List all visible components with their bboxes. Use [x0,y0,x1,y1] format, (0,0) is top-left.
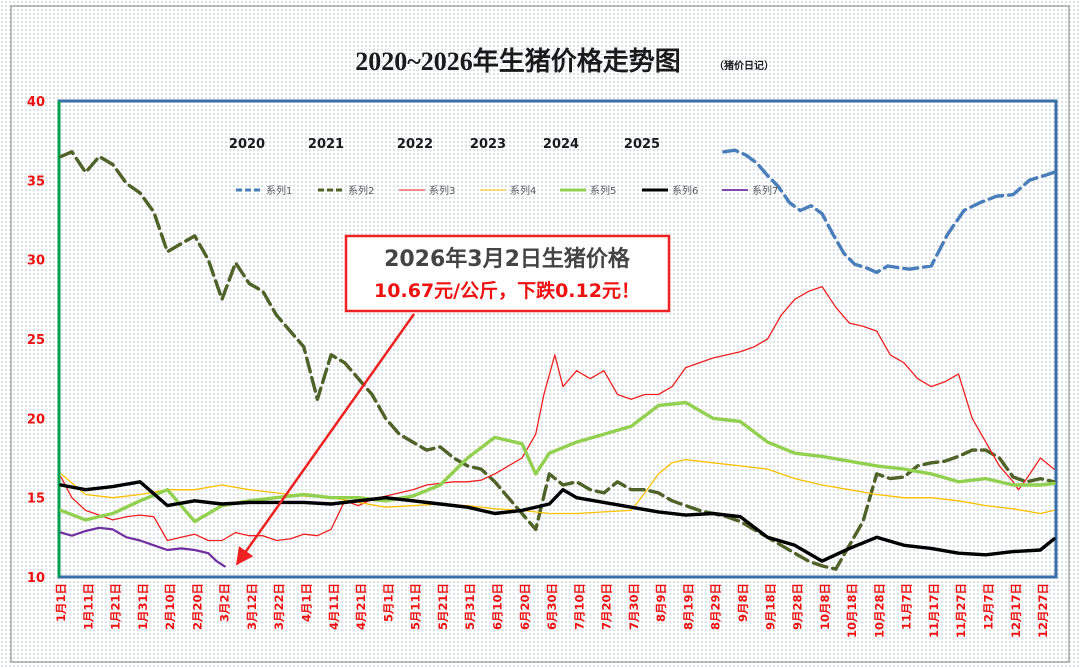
plot-area [57,99,1058,579]
x-tick-label: 11月7日 [900,583,914,630]
legend-label: 系列5 [590,184,616,197]
x-tick-label: 3月12日 [245,583,259,630]
legend-label: 系列1 [266,184,292,197]
callout-arrow [235,313,416,566]
year-label: 2020 [229,137,265,152]
x-tick-label: 10月18日 [845,583,859,638]
legend-label: 系列6 [672,184,698,197]
x-axis-ticks: 1月1日 1月11日 1月21日 1月31日 2月10日 2月20日 3月2日 3月12日 3月… [54,583,1050,638]
legend-label: 系列3 [429,184,455,197]
x-tick-label: 10月8日 [818,583,832,630]
y-tick-label: 10 [27,571,45,586]
x-tick-label: 6月30日 [545,583,559,630]
series-line-2 [59,150,1056,571]
x-tick-label: 12月27日 [1036,583,1050,638]
x-tick-label: 9月8日 [736,583,750,622]
legend-label: 系列2 [348,184,374,197]
x-tick-label: 12月7日 [982,583,996,630]
y-tick-label: 15 [27,492,45,507]
x-tick-label: 1月11日 [81,583,95,630]
x-tick-label: 12月17日 [1009,583,1023,638]
callout-line2: 10.67元/公斤，下跌0.12元！ [374,279,640,302]
legend-label: 系列7 [752,184,778,197]
y-tick-label: 35 [27,174,45,189]
year-label: 2023 [470,137,506,152]
x-tick-label: 3月2日 [218,583,232,622]
series-line-6 [59,480,1056,563]
series-lines [59,148,1056,571]
x-tick-label: 9月28日 [791,583,805,630]
chart-border [10,5,1070,663]
x-tick-label: 8月29日 [709,583,723,630]
x-tick-label: 1月31日 [136,583,150,630]
callout-line1: 2026年3月2日生猪价格 [384,246,631,272]
x-tick-label: 4月1日 [300,583,314,622]
callout-box [344,234,671,313]
year-label: 2022 [397,137,433,152]
y-axis-ticks: 10 15 20 25 30 35 40 [27,95,45,586]
x-tick-label: 10月28日 [872,583,886,638]
x-tick-label: 6月10日 [490,583,504,630]
y-tick-label: 40 [27,95,45,110]
x-tick-label: 7月10日 [572,583,586,630]
x-tick-label: 6月20日 [518,583,532,630]
year-label: 2021 [308,137,344,152]
series-line-7 [59,526,226,568]
x-tick-label: 9月18日 [763,583,777,630]
x-tick-label: 4月21日 [354,583,368,630]
x-tick-label: 11月17日 [927,583,941,638]
x-tick-label: 8月9日 [654,583,668,622]
x-tick-label: 5月31日 [463,583,477,630]
x-tick-label: 4月11日 [327,583,341,630]
x-tick-label: 7月20日 [600,583,614,630]
x-tick-label: 8月19日 [681,583,695,630]
year-labels: 2020 2021 2022 2023 2024 2025 [229,137,660,152]
y-tick-label: 30 [27,254,45,269]
x-tick-label: 5月11日 [409,583,423,630]
chart-title: 2020~2026年生猪价格走势图 [355,46,681,76]
y-tick-label: 25 [27,333,45,348]
year-label: 2025 [624,137,660,152]
x-tick-label: 11月27日 [954,583,968,638]
x-tick-label: 7月30日 [627,583,641,630]
x-tick-label: 3月22日 [272,583,286,630]
x-tick-label: 1月21日 [109,583,123,630]
series-line-4 [60,458,1055,515]
chart-subtitle: （猪价日记） [714,59,774,72]
x-tick-label: 5月1日 [381,583,395,622]
x-tick-label: 5月21日 [436,583,450,630]
y-tick-label: 20 [27,412,45,427]
legend-label: 系列4 [510,184,536,197]
series-line-1 [722,148,1056,275]
x-tick-label: 2月20日 [190,583,204,630]
x-tick-label: 1月1日 [54,583,68,622]
legend: 系列1 系列2 系列3 系列4 系列5 系列6 系列7 [236,184,778,197]
year-label: 2024 [543,137,579,152]
series-line-3 [60,285,1055,542]
x-tick-label: 2月10日 [163,583,177,630]
